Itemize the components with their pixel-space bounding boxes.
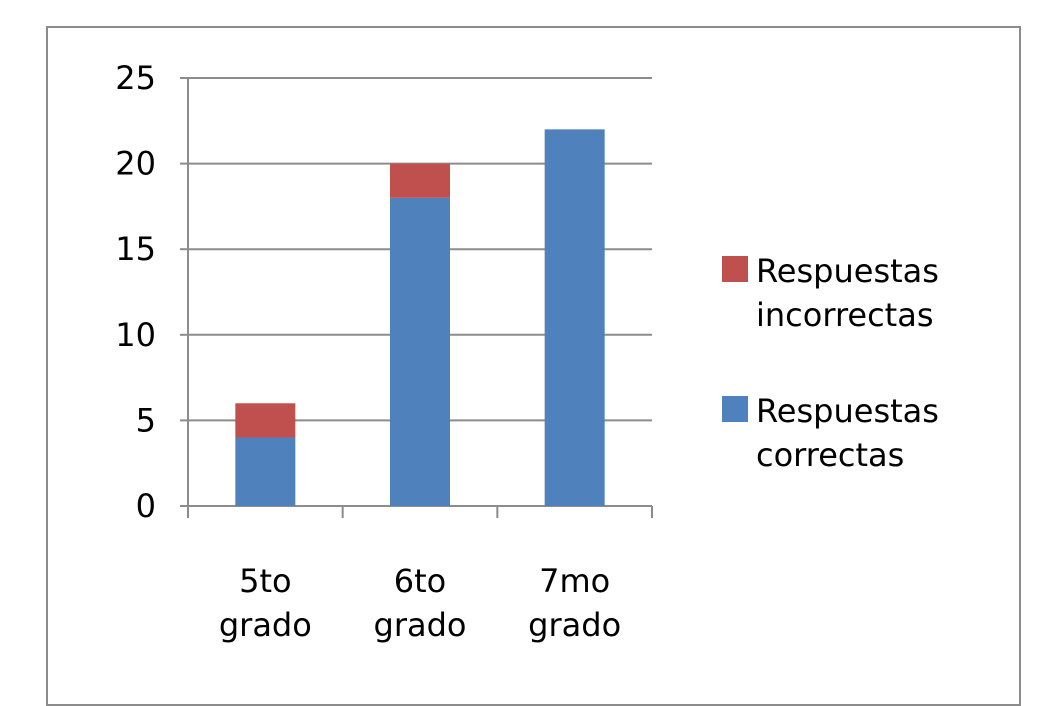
legend-swatch bbox=[722, 256, 748, 282]
y-tick-label: 20 bbox=[115, 145, 156, 183]
y-tick-label: 15 bbox=[115, 230, 156, 268]
x-category-label: grado bbox=[219, 606, 312, 644]
x-category-label: 7mo bbox=[539, 562, 610, 600]
y-tick-label: 0 bbox=[136, 487, 156, 525]
legend-label: Respuestas bbox=[756, 252, 939, 290]
chart-frame bbox=[46, 26, 1021, 706]
legend-label: incorrectas bbox=[756, 296, 934, 334]
x-category-label: 6to bbox=[394, 562, 446, 600]
y-tick-label: 10 bbox=[115, 316, 156, 354]
x-category-label: grado bbox=[374, 606, 467, 644]
bars bbox=[235, 129, 605, 507]
x-category-label: 5to bbox=[239, 562, 291, 600]
legend: Respuestas incorrectas Respuestas correctas bbox=[722, 252, 939, 474]
legend-label: Respuestas bbox=[756, 392, 939, 430]
bar-segment bbox=[235, 403, 296, 438]
legend-label: correctas bbox=[756, 436, 904, 474]
stacked-bar-chart: 0 5 10 15 20 25 5to grado 6to grado 7mo grado Resp… bbox=[115, 59, 939, 644]
bar-segment bbox=[235, 437, 296, 506]
bar-segment bbox=[544, 129, 605, 507]
x-category-label: grado bbox=[528, 606, 621, 644]
bar-segment bbox=[390, 163, 450, 198]
y-tick-label: 5 bbox=[136, 401, 156, 439]
x-category-labels: 5to grado 6to grado 7mo grado bbox=[219, 562, 621, 644]
y-tick-label: 25 bbox=[115, 59, 156, 97]
bar-segment bbox=[390, 197, 450, 506]
legend-swatch bbox=[722, 396, 748, 422]
y-tick-labels: 0 5 10 15 20 25 bbox=[115, 59, 156, 525]
